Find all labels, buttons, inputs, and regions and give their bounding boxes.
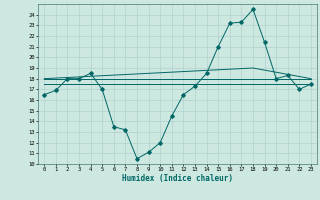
X-axis label: Humidex (Indice chaleur): Humidex (Indice chaleur) (122, 174, 233, 183)
